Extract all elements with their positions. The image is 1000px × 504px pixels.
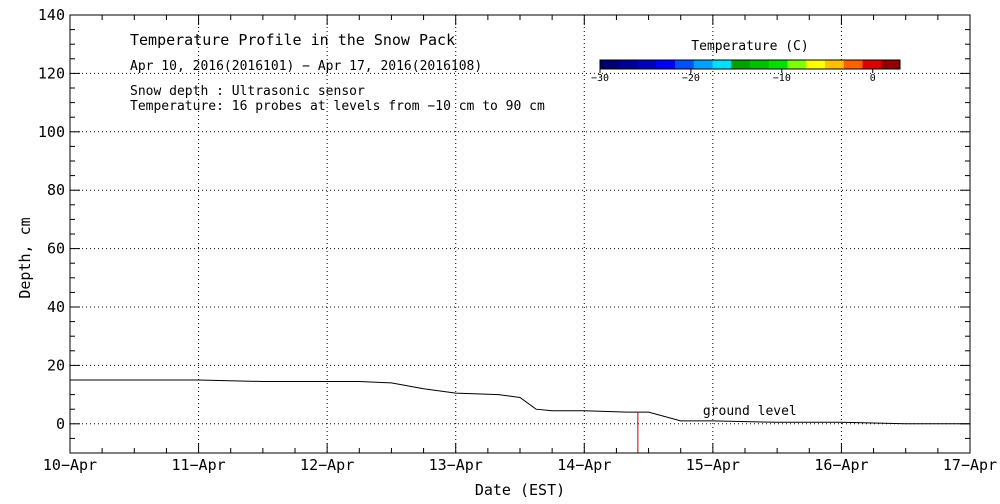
colorbar-tick-label: 0 [870,73,876,84]
colorbar-tick-label: −30 [591,73,609,84]
x-tick-label: 12−Apr [300,456,354,474]
colorbar-segment [881,60,901,69]
ground-level-label: ground level [703,404,797,419]
series-layer: ground level [70,379,970,453]
colorbar-segment [675,60,695,69]
y-tick-label: 20 [47,356,65,374]
colorbar-segment [656,60,676,69]
colorbar-segment [862,60,882,69]
y-tick-label: 0 [56,415,65,433]
grid-layer [70,15,970,453]
y-tick-label: 40 [47,298,65,316]
colorbar-frame [599,59,901,70]
x-tick-label: 10−Apr [43,456,97,474]
colorbar-segment [768,60,788,69]
annotation-snow-depth: Snow depth : Ultrasonic sensor [130,84,365,99]
colorbar-segment [693,60,713,69]
colorbar-segment [825,60,845,69]
x-tick-label: 15−Apr [686,456,740,474]
temperature-colorbar: Temperature (C) −30 −20 −10 0 [591,39,901,84]
plot-frame [69,14,971,454]
colorbar-segment [600,60,620,69]
snow-depth-line [70,379,970,425]
y-axis-title: Depth, cm [16,217,34,298]
y-tick-label: 100 [38,123,65,141]
x-tick-label: 17−Apr [943,456,997,474]
colorbar-tick-label: −20 [682,73,700,84]
chart-title: Temperature Profile in the Snow Pack [130,31,455,49]
colorbar-segment [637,60,657,69]
y-tick-label: 140 [38,6,65,24]
x-tick-label: 16−Apr [814,456,868,474]
x-tick-label: 13−Apr [429,456,483,474]
x-tick-label: 11−Apr [171,456,225,474]
colorbar-segment [731,60,751,69]
x-axis-title: Date (EST) [475,481,565,499]
colorbar-segment [806,60,826,69]
annotation-temperature: Temperature: 16 probes at levels from −1… [130,99,545,114]
x-tick-label: 14−Apr [557,456,611,474]
ticks-layer: 10−Apr 11−Apr 12−Apr 13−Apr 14−Apr 15−Apr 16−A… [38,6,997,474]
y-tick-label: 80 [47,181,65,199]
colorbar-segment [787,60,807,69]
colorbar-segment [712,60,732,69]
y-tick-label: 60 [47,240,65,258]
colorbar-title: Temperature (C) [691,39,808,54]
chart-subtitle: Apr 10, 2016(2016101) − Apr 17, 2016(201… [130,59,482,74]
y-tick-label: 120 [38,64,65,82]
colorbar-segment [618,60,638,69]
colorbar-segment [750,60,770,69]
colorbar-tick-label: −10 [773,73,791,84]
colorbar-segment [843,60,863,69]
